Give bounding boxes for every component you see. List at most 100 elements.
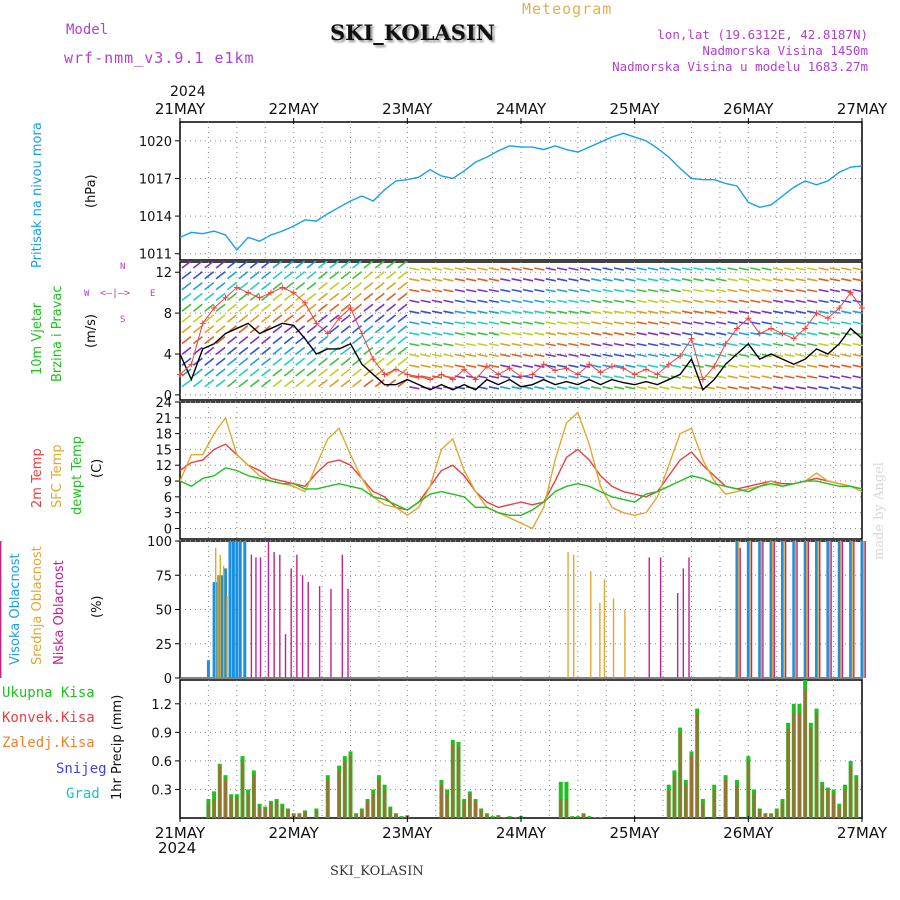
wind-barb	[625, 288, 636, 293]
wind-barb	[659, 353, 670, 358]
wind-barb	[534, 267, 545, 271]
wind-barb	[283, 357, 294, 366]
wind-barb	[511, 353, 522, 358]
gust-marker	[665, 361, 672, 368]
wind-barb	[818, 375, 829, 379]
wind-barb	[738, 267, 750, 271]
wind-barb	[716, 332, 727, 336]
precip-bar	[439, 784, 443, 818]
wind-barb	[317, 357, 328, 366]
wind-barb	[716, 364, 727, 368]
wind-barb	[443, 310, 454, 314]
wind-barb	[852, 364, 863, 368]
wind-barb	[681, 310, 693, 314]
wind-barb	[795, 386, 806, 390]
wind-barb	[681, 267, 693, 271]
wind-barb	[579, 375, 590, 379]
wind-barb	[261, 379, 272, 388]
wind-barb	[795, 299, 806, 304]
wind-barb	[591, 267, 602, 271]
wind-barb	[716, 278, 727, 282]
wind-barb	[477, 267, 488, 271]
wind-barb	[409, 310, 420, 314]
wind-barb	[795, 288, 806, 293]
precip-bar	[269, 803, 273, 818]
precip-bar	[258, 806, 262, 818]
wind-barb	[466, 321, 477, 325]
wind-barb	[556, 342, 568, 347]
wind-barb	[352, 281, 362, 291]
wind-barb	[192, 260, 203, 269]
precip-bar	[354, 814, 358, 818]
wind-barb	[829, 278, 841, 282]
gust-marker	[563, 365, 570, 372]
y-tick-label: 1014	[139, 210, 172, 225]
wind-barb	[727, 386, 738, 390]
gust-marker	[279, 284, 286, 291]
wind-barb	[647, 342, 659, 347]
wind-barb	[738, 332, 750, 336]
wind-barb	[670, 321, 681, 325]
wind-barb	[727, 278, 738, 282]
gust-marker	[313, 320, 320, 327]
wind-barb	[727, 321, 738, 325]
wind-barb	[192, 271, 203, 280]
wind-barb	[511, 342, 522, 347]
wind-barb	[306, 281, 317, 291]
wind-barb	[579, 299, 590, 304]
gust-marker	[779, 330, 786, 337]
precip-bar	[496, 816, 500, 818]
precip-bar	[451, 743, 455, 818]
precip-bar	[485, 814, 489, 818]
wind-barb	[613, 267, 625, 271]
wind-barb	[568, 288, 579, 293]
wind-barb	[181, 281, 192, 291]
wind-barb	[329, 379, 340, 388]
wind-barb	[670, 288, 681, 293]
precip-bar	[235, 797, 239, 818]
wind-barb	[352, 303, 362, 312]
precip-bar	[690, 756, 693, 818]
wind-barb	[625, 353, 636, 358]
y-tick-label: 0.3	[151, 783, 172, 798]
wind-barb	[625, 386, 636, 390]
wind-barb	[204, 303, 215, 312]
precip-bar	[229, 797, 233, 818]
wind-barb	[386, 303, 397, 312]
wind-barb	[329, 357, 340, 366]
compass-n: N	[120, 262, 126, 272]
wind-barb	[829, 299, 841, 304]
wind-barb	[738, 278, 750, 282]
wind-barb	[329, 368, 340, 377]
precip-bar	[394, 814, 398, 818]
wind-barb	[659, 299, 670, 304]
precip-bar	[837, 806, 841, 818]
wind-barb	[659, 321, 670, 325]
wind-barb	[784, 267, 795, 271]
wind-barb	[545, 278, 556, 282]
wind-barb	[522, 267, 534, 271]
precip-bar	[252, 775, 256, 818]
wind-barb	[613, 386, 625, 390]
precip-bar	[587, 817, 591, 818]
precip-bar	[797, 713, 801, 818]
wind-barb	[340, 368, 351, 377]
wind-barb	[681, 375, 693, 379]
wind-barb	[409, 342, 420, 347]
wind-barb	[784, 364, 795, 368]
wind-barb	[761, 321, 772, 325]
wind-barb	[420, 321, 431, 325]
wind-barb	[647, 353, 659, 358]
wind-barb	[784, 288, 795, 293]
precip-bar	[223, 779, 227, 818]
wind-barb	[647, 310, 659, 314]
wind-barb	[374, 314, 385, 323]
wind-barb	[727, 353, 738, 358]
gust-marker	[483, 363, 490, 370]
precip-bar	[462, 800, 466, 818]
wind-barb	[591, 375, 602, 379]
x-tick-label-top: 25MAY	[610, 100, 661, 118]
wind-barb	[704, 353, 716, 358]
precip-bar	[400, 817, 404, 818]
wind-barb	[261, 357, 272, 366]
